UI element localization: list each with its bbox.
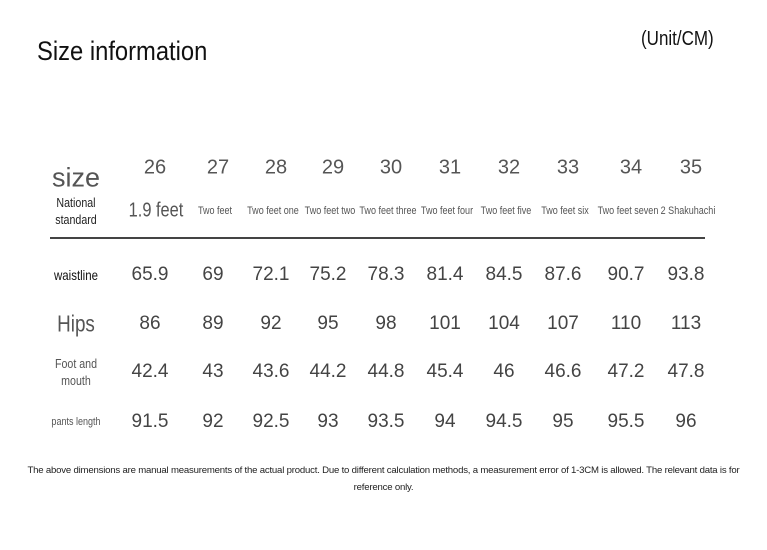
row-label: pants length xyxy=(51,416,101,428)
cell-value: 96 xyxy=(675,411,697,432)
row-label: waistline xyxy=(53,267,99,283)
cell-value: 101 xyxy=(429,313,461,334)
size-value: 28 xyxy=(264,156,288,179)
standard-value: Two feet two xyxy=(304,205,356,217)
standard-value: Two feet four xyxy=(420,205,474,217)
size-value: 30 xyxy=(379,156,403,179)
standard-label: National standard xyxy=(55,195,97,227)
cell-value: 87.6 xyxy=(544,264,582,285)
size-value: 31 xyxy=(438,156,462,179)
size-value: 35 xyxy=(679,156,703,179)
cell-value: 93.5 xyxy=(367,411,405,432)
standard-value: Two feet one xyxy=(247,205,299,217)
standard-value: Two feet five xyxy=(480,205,532,217)
cell-value: 93 xyxy=(317,411,339,432)
cell-value: 46.6 xyxy=(544,361,582,382)
cell-value: 95 xyxy=(552,411,574,432)
size-value: 27 xyxy=(206,156,230,179)
size-value: 32 xyxy=(497,156,521,179)
standard-value: 1.9 feet xyxy=(128,199,184,222)
standard-value: Two feet six xyxy=(541,205,589,217)
cell-value: 93.8 xyxy=(667,264,705,285)
cell-value: 95.5 xyxy=(607,411,645,432)
cell-value: 81.4 xyxy=(426,264,464,285)
footnote: The above dimensions are manual measurem… xyxy=(27,465,740,493)
cell-value: 43 xyxy=(202,361,224,382)
row-label: Hips xyxy=(57,310,95,337)
cell-value: 92 xyxy=(202,411,224,432)
size-value: 26 xyxy=(143,156,167,179)
cell-value: 44.2 xyxy=(309,361,347,382)
cell-value: 84.5 xyxy=(485,264,523,285)
size-label: size xyxy=(51,162,101,193)
cell-value: 46 xyxy=(493,361,515,382)
standard-value: 2 Shakuhachi xyxy=(660,205,716,217)
standard-value: Two feet xyxy=(197,205,233,217)
standard-value: Two feet three xyxy=(359,205,417,217)
cell-value: 45.4 xyxy=(426,361,464,382)
cell-value: 110 xyxy=(610,313,642,334)
title: Size information xyxy=(37,36,208,66)
standard-value: Two feet seven xyxy=(597,205,659,217)
cell-value: 72.1 xyxy=(252,264,290,285)
cell-value: 92.5 xyxy=(252,411,290,432)
cell-value: 91.5 xyxy=(131,411,169,432)
cell-value: 98 xyxy=(375,313,397,334)
cell-value: 47.2 xyxy=(607,361,645,382)
cell-value: 107 xyxy=(547,313,579,334)
cell-value: 75.2 xyxy=(309,264,347,285)
cell-value: 94.5 xyxy=(485,411,523,432)
cell-value: 95 xyxy=(317,313,339,334)
cell-value: 65.9 xyxy=(131,264,169,285)
cell-value: 113 xyxy=(670,313,702,334)
header-rule xyxy=(50,237,705,239)
cell-value: 104 xyxy=(488,313,520,334)
cell-value: 92 xyxy=(260,313,282,334)
size-value: 29 xyxy=(321,156,345,179)
cell-value: 89 xyxy=(202,313,224,334)
size-value: 33 xyxy=(556,156,580,179)
size-value: 34 xyxy=(619,156,643,179)
cell-value: 90.7 xyxy=(607,264,645,285)
cell-value: 94 xyxy=(434,411,456,432)
row-label: Foot and mouth xyxy=(54,356,98,388)
cell-value: 69 xyxy=(202,264,224,285)
cell-value: 44.8 xyxy=(367,361,405,382)
cell-value: 47.8 xyxy=(667,361,705,382)
unit-label: (Unit/CM) xyxy=(641,28,714,50)
cell-value: 43.6 xyxy=(252,361,290,382)
cell-value: 86 xyxy=(139,313,161,334)
cell-value: 42.4 xyxy=(131,361,169,382)
cell-value: 78.3 xyxy=(367,264,405,285)
